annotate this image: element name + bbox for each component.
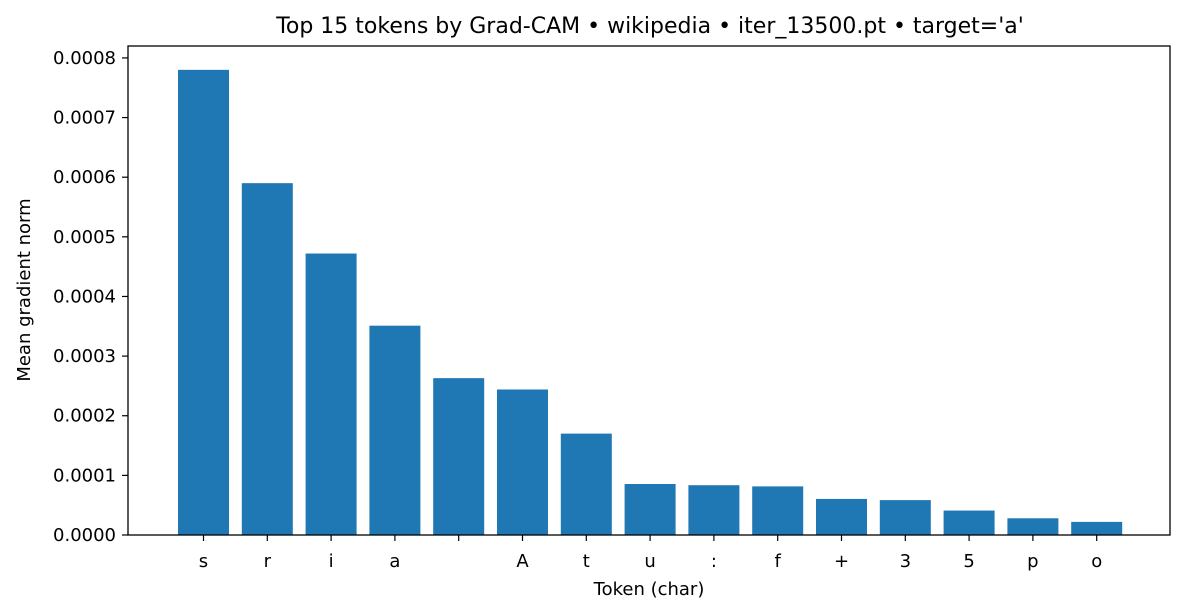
bar-10	[816, 498, 867, 535]
x-tick-label-13: p	[1027, 551, 1038, 572]
y-tick-label-0: 0.0000	[53, 525, 116, 546]
x-tick-label-0: s	[199, 551, 208, 572]
x-tick-label-7: u	[644, 551, 655, 572]
plot-frame	[127, 45, 1171, 536]
x-tick-label-8: :	[711, 551, 717, 572]
bar-1	[241, 183, 293, 535]
x-tick-label-9: f	[775, 551, 782, 572]
y-tick-label-2: 0.0002	[53, 406, 116, 427]
x-tick-label-2: i	[329, 551, 334, 572]
y-tick-label-1: 0.0001	[53, 465, 116, 486]
x-tick-label-11: 3	[900, 551, 911, 572]
y-axis: 0.0000 0.0001 0.0002 0.0003 0.0004 0.0005 0.00…	[53, 48, 128, 546]
x-axis-label: Token (char)	[593, 579, 705, 600]
y-tick-label-8: 0.0008	[53, 48, 116, 69]
x-tick-label-10: +	[834, 551, 849, 572]
bar-3	[369, 325, 421, 535]
y-tick-label-4: 0.0004	[53, 286, 116, 307]
x-tick-label-3: a	[389, 551, 400, 572]
bar-8	[688, 485, 740, 535]
bar-7	[624, 484, 676, 535]
chart-title: Top 15 tokens by Grad-CAM • wikipedia • …	[275, 14, 1024, 39]
bar-6	[560, 433, 612, 535]
bar-12	[943, 510, 995, 535]
bar-2	[305, 253, 357, 535]
bar-5	[497, 389, 548, 535]
bar-14	[1071, 521, 1123, 535]
x-tick-label-6: t	[583, 551, 590, 572]
bar-0	[178, 69, 229, 535]
y-tick-label-6: 0.0006	[53, 167, 116, 188]
x-tick-label-5: A	[516, 551, 529, 572]
bars-group	[178, 69, 1123, 535]
y-tick-label-5: 0.0005	[53, 227, 116, 248]
y-axis-label: Mean gradient norm	[14, 198, 35, 381]
bar-9	[752, 486, 804, 535]
y-tick-label-7: 0.0007	[53, 108, 116, 129]
y-tick-label-3: 0.0003	[53, 346, 116, 367]
bar-11	[879, 500, 931, 535]
bar-13	[1007, 518, 1059, 535]
bar-4	[433, 378, 485, 535]
x-tick-label-12: 5	[963, 551, 974, 572]
x-tick-label-1: r	[264, 551, 272, 572]
x-tick-label-14: o	[1091, 551, 1102, 572]
